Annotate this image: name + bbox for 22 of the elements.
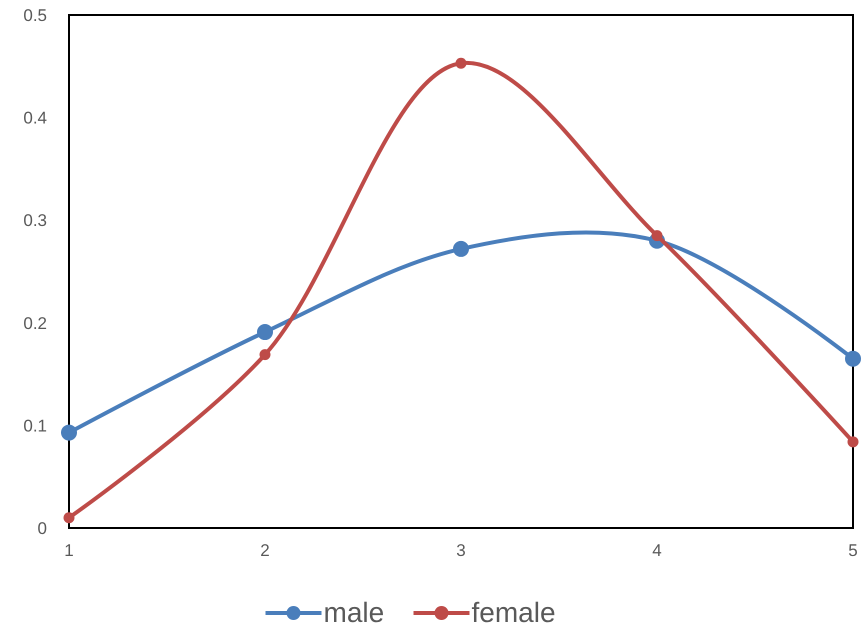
point [64, 512, 74, 524]
x-tick-label: 2 [260, 541, 270, 560]
x-tick-label: 1 [64, 541, 74, 560]
x-tick-label: 3 [456, 541, 466, 560]
x-tick-label: 4 [652, 541, 662, 560]
point [652, 230, 662, 242]
point [61, 424, 77, 441]
point [456, 58, 466, 69]
legend-label: male [324, 597, 384, 628]
point [257, 324, 273, 340]
x-tick-label: 5 [848, 541, 858, 560]
y-tick-label: 0 [38, 518, 47, 538]
y-tick-label: 0.4 [23, 108, 47, 128]
point [848, 436, 858, 448]
y-tick-label: 0.3 [23, 211, 47, 230]
y-tick-label: 0.2 [23, 314, 47, 333]
point [845, 350, 861, 367]
point [260, 349, 270, 360]
y-tick-label: 0.5 [23, 6, 47, 25]
y-tick-label: 0.1 [23, 416, 47, 436]
legend-label: female [472, 597, 556, 628]
point [453, 240, 469, 257]
